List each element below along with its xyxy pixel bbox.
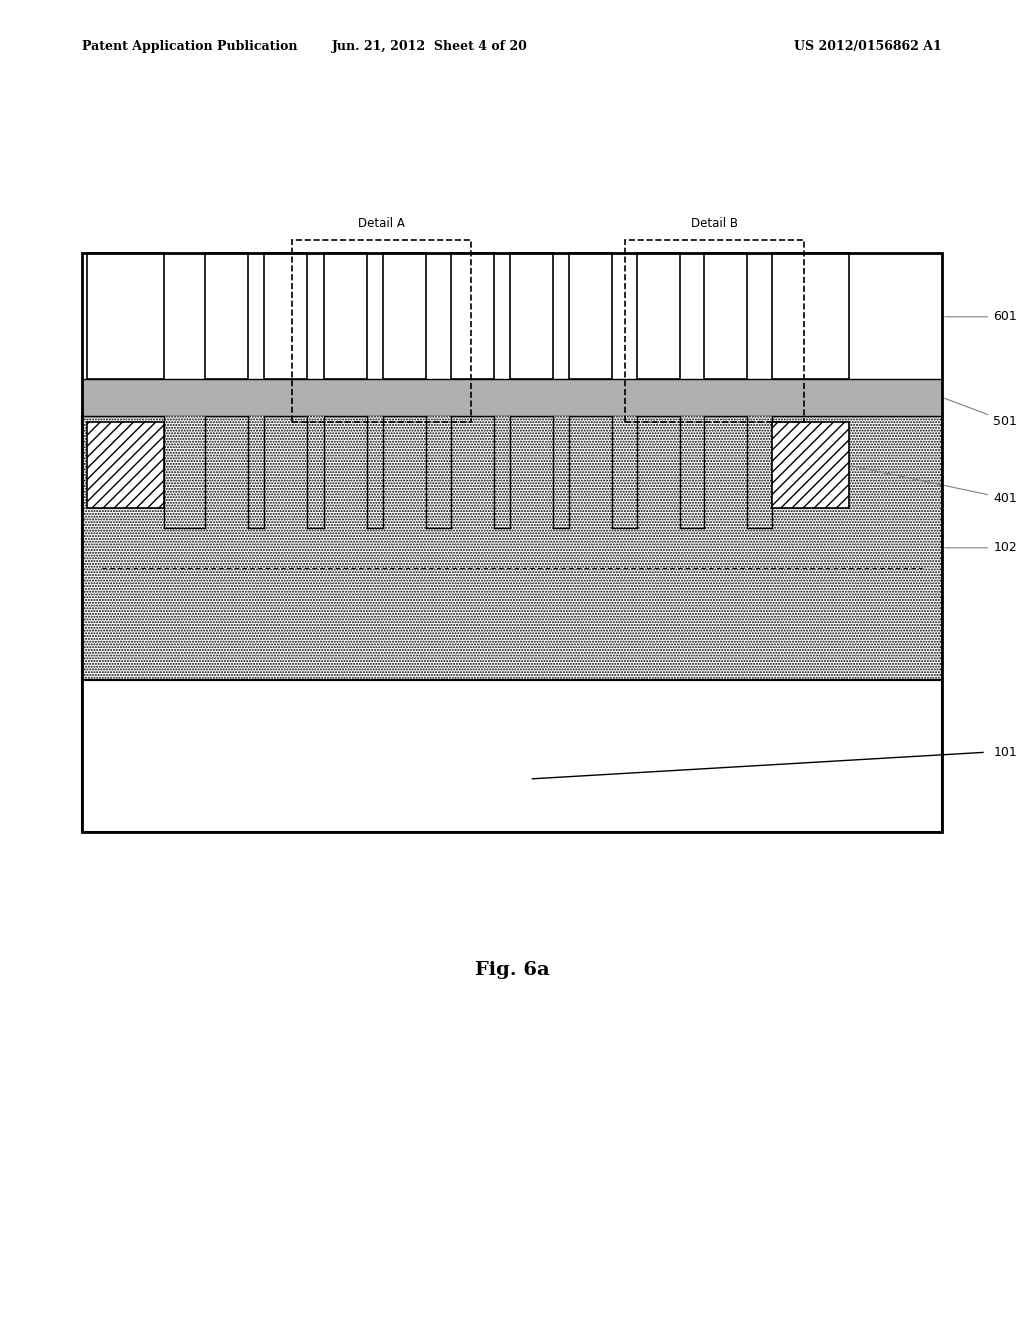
Bar <box>510 253 553 379</box>
Bar <box>248 416 264 528</box>
Bar <box>87 422 164 508</box>
Text: US 2012/0156862 A1: US 2012/0156862 A1 <box>795 40 942 53</box>
Bar <box>87 422 164 508</box>
Bar <box>494 416 510 528</box>
Bar <box>426 416 451 528</box>
Bar <box>680 416 705 528</box>
Bar <box>494 416 510 528</box>
Bar <box>772 422 849 508</box>
Bar <box>82 379 942 416</box>
Bar <box>553 416 569 528</box>
Bar <box>164 416 205 528</box>
Bar <box>569 253 612 379</box>
Bar <box>87 253 164 379</box>
Text: Jun. 21, 2012  Sheet 4 of 20: Jun. 21, 2012 Sheet 4 of 20 <box>332 40 528 53</box>
Bar <box>748 416 772 528</box>
Text: Detail B: Detail B <box>691 216 737 230</box>
Bar <box>383 253 426 379</box>
Bar <box>324 253 367 379</box>
Bar <box>205 253 248 379</box>
Text: Patent Application Publication: Patent Application Publication <box>82 40 297 53</box>
Bar <box>367 416 383 528</box>
Bar <box>248 416 264 528</box>
Bar <box>82 416 942 680</box>
Bar <box>307 416 324 528</box>
Bar <box>772 422 849 508</box>
Bar <box>164 416 205 528</box>
Text: 501: 501 <box>944 399 1017 428</box>
Bar <box>82 416 942 680</box>
Bar <box>612 416 637 528</box>
Bar <box>451 253 494 379</box>
Bar <box>612 416 637 528</box>
Bar <box>264 253 307 379</box>
Bar <box>367 416 383 528</box>
Bar <box>307 416 324 528</box>
Bar <box>426 416 451 528</box>
Text: Detail A: Detail A <box>358 216 404 230</box>
Bar <box>82 253 942 832</box>
Text: 401: 401 <box>852 466 1017 504</box>
Text: 102: 102 <box>945 541 1017 554</box>
Bar <box>680 416 705 528</box>
Bar <box>637 253 680 379</box>
Text: 101: 101 <box>993 746 1017 759</box>
Text: Fig. 6a: Fig. 6a <box>474 961 549 979</box>
Bar <box>772 253 849 379</box>
Bar <box>705 253 748 379</box>
Bar <box>748 416 772 528</box>
Text: 601: 601 <box>945 310 1017 323</box>
Bar <box>553 416 569 528</box>
Bar <box>82 680 942 832</box>
